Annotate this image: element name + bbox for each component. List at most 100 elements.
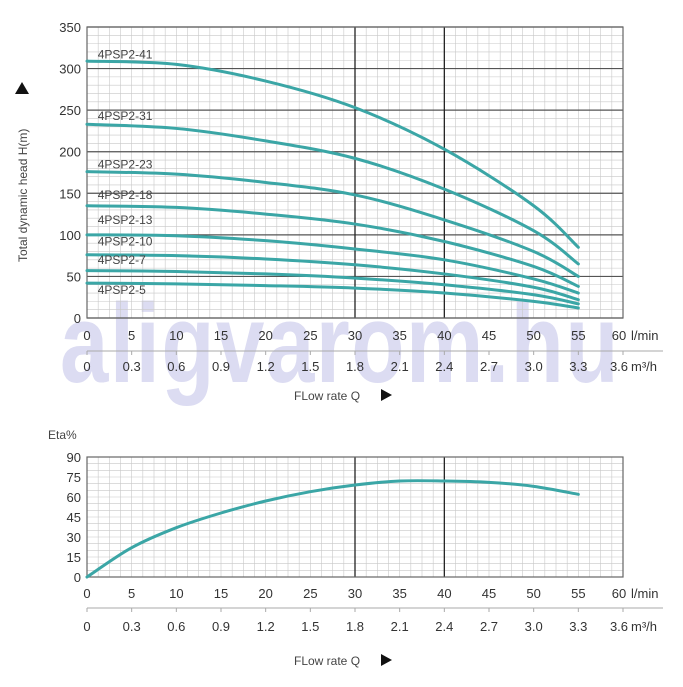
series-curve bbox=[85, 170, 580, 278]
x2-tick-label: 3.0 bbox=[525, 359, 543, 374]
x2-tick-label: 3.3 bbox=[569, 359, 587, 374]
x-tick-label: 20 bbox=[258, 586, 272, 601]
x-tick-label: 10 bbox=[169, 586, 183, 601]
x-tick-label: 50 bbox=[526, 586, 540, 601]
y-tick-label: 150 bbox=[59, 186, 81, 201]
series-label: 4PSP2-10 bbox=[98, 235, 153, 249]
arrow-right-icon bbox=[381, 654, 392, 666]
x-tick-label: 45 bbox=[482, 328, 496, 343]
series-label: 4PSP2-7 bbox=[98, 253, 146, 267]
y-tick-label: 15 bbox=[67, 550, 81, 565]
x-tick-label: 45 bbox=[482, 586, 496, 601]
x-tick-label: 55 bbox=[571, 586, 585, 601]
x2-tick-label: 0.6 bbox=[167, 619, 185, 634]
x2-tick-label: 1.2 bbox=[257, 619, 275, 634]
x-tick-label: 30 bbox=[348, 328, 362, 343]
series-label: 4PSP2-23 bbox=[98, 157, 153, 171]
series-curve bbox=[85, 253, 580, 302]
x2-tick-label: 1.8 bbox=[346, 619, 364, 634]
x2-tick-label: 2.1 bbox=[391, 359, 409, 374]
y-tick-label: 45 bbox=[67, 510, 81, 525]
x2-tick-label: 0.3 bbox=[123, 359, 141, 374]
y-tick-label: 200 bbox=[59, 145, 81, 160]
x2-tick-label: 3.6 bbox=[610, 359, 628, 374]
x-tick-label: 40 bbox=[437, 586, 451, 601]
x-tick-label: 15 bbox=[214, 586, 228, 601]
y-tick-label: 0 bbox=[74, 570, 81, 585]
x-axis-title: FLow rate Q bbox=[294, 389, 360, 403]
x-tick-label: 5 bbox=[128, 586, 135, 601]
x-tick-label: 25 bbox=[303, 328, 317, 343]
series-label: 4PSP2-5 bbox=[98, 283, 146, 297]
series-curve bbox=[85, 281, 580, 310]
x-unit-label: l/min bbox=[631, 586, 658, 601]
x-tick-label: 35 bbox=[392, 328, 406, 343]
x2-unit-label: m³/h bbox=[631, 359, 657, 374]
series-label: 4PSP2-13 bbox=[98, 213, 153, 227]
x2-tick-label: 3.0 bbox=[525, 619, 543, 634]
series-curve bbox=[85, 269, 580, 306]
x2-tick-label: 1.2 bbox=[257, 359, 275, 374]
y-tick-label: 0 bbox=[74, 311, 81, 326]
x-tick-label: 20 bbox=[258, 328, 272, 343]
x-tick-label: 10 bbox=[169, 328, 183, 343]
y-tick-label: 90 bbox=[67, 450, 81, 465]
y-tick-label: 300 bbox=[59, 62, 81, 77]
x2-tick-label: 1.8 bbox=[346, 359, 364, 374]
series-label: 4PSP2-31 bbox=[98, 109, 153, 123]
x2-tick-label: 0.9 bbox=[212, 619, 230, 634]
x2-tick-label: 2.4 bbox=[435, 619, 453, 634]
watermark: aligvarom.hu bbox=[60, 281, 620, 406]
y-axis-title: Total dynamic head H(m) bbox=[16, 129, 30, 262]
y-tick-label: 350 bbox=[59, 20, 81, 35]
head-chart: 0 50 100 150 200 250 300 350 0 5 10 15 20 25 30 35 40 45 5… bbox=[15, 20, 663, 403]
x-tick-label: 25 bbox=[303, 586, 317, 601]
x-axis-title: FLow rate Q bbox=[294, 654, 360, 668]
x2-tick-label: 1.5 bbox=[301, 359, 319, 374]
x2-tick-label: 2.4 bbox=[435, 359, 453, 374]
x-tick-label: 50 bbox=[526, 328, 540, 343]
x2-tick-label: 2.7 bbox=[480, 619, 498, 634]
series-curve bbox=[85, 233, 580, 295]
efficiency-chart: 0 15 30 45 60 75 90 0 5 10 15 20 25 30 35 40 45 50 55 60 l/m… bbox=[48, 428, 663, 668]
y-tick-label: 75 bbox=[67, 470, 81, 485]
x2-tick-label: 0.6 bbox=[167, 359, 185, 374]
y-tick-label: 250 bbox=[59, 103, 81, 118]
x-tick-label: 60 bbox=[612, 586, 626, 601]
x-tick-label: 15 bbox=[214, 328, 228, 343]
series-curve bbox=[85, 122, 580, 266]
x-tick-label: 35 bbox=[392, 586, 406, 601]
y-tick-label: 50 bbox=[67, 269, 81, 284]
x-tick-label: 60 bbox=[612, 328, 626, 343]
x-tick-label: 0 bbox=[83, 586, 90, 601]
x2-tick-label: 3.6 bbox=[610, 619, 628, 634]
plot-frame bbox=[86, 456, 624, 578]
x2-tick-label: 1.5 bbox=[301, 619, 319, 634]
x2-tick-label: 2.1 bbox=[391, 619, 409, 634]
x-unit-label: l/min bbox=[631, 328, 658, 343]
x-tick-label: 55 bbox=[571, 328, 585, 343]
series-curve bbox=[85, 479, 580, 579]
arrow-up-icon bbox=[15, 82, 29, 94]
x2-tick-label: 0.9 bbox=[212, 359, 230, 374]
y-axis-title: Eta% bbox=[48, 428, 77, 442]
x-tick-label: 5 bbox=[128, 328, 135, 343]
arrow-right-icon bbox=[381, 389, 392, 401]
x2-unit-label: m³/h bbox=[631, 619, 657, 634]
x2-tick-label: 0 bbox=[83, 359, 90, 374]
x-tick-label: 0 bbox=[83, 328, 90, 343]
series-curve bbox=[85, 204, 580, 288]
y-tick-label: 60 bbox=[67, 490, 81, 505]
series-label: 4PSP2-41 bbox=[98, 48, 153, 62]
series-label: 4PSP2-18 bbox=[98, 188, 153, 202]
x-tick-label: 30 bbox=[348, 586, 362, 601]
y-tick-label: 100 bbox=[59, 228, 81, 243]
x2-tick-label: 2.7 bbox=[480, 359, 498, 374]
series-curve bbox=[85, 59, 580, 249]
x2-tick-label: 3.3 bbox=[569, 619, 587, 634]
x2-tick-label: 0 bbox=[83, 619, 90, 634]
x-tick-label: 40 bbox=[437, 328, 451, 343]
x2-tick-label: 0.3 bbox=[123, 619, 141, 634]
y-tick-label: 30 bbox=[67, 530, 81, 545]
